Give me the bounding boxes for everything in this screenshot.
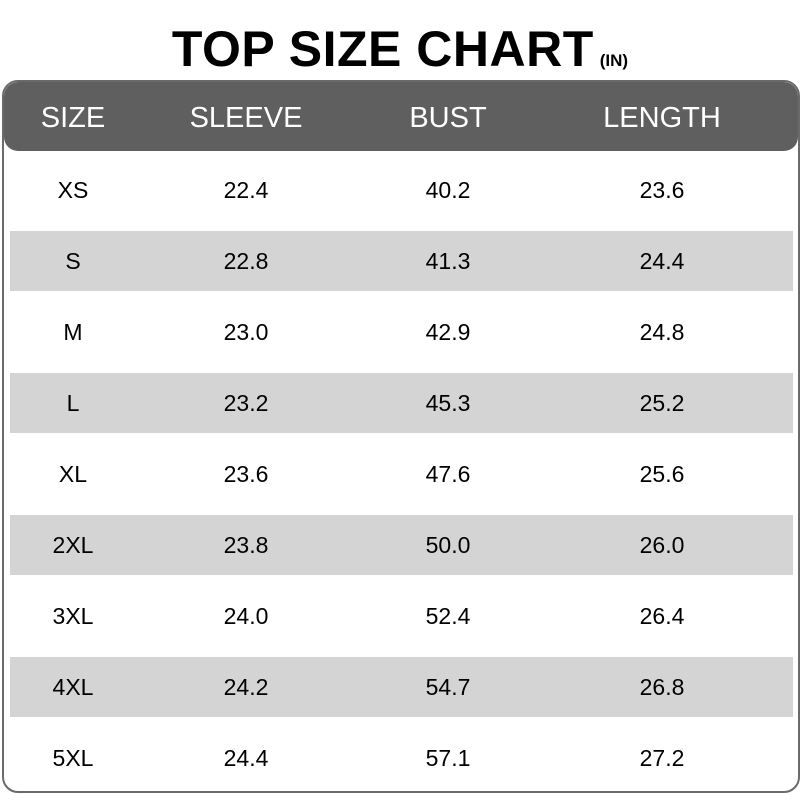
unit-label: (IN) xyxy=(599,51,629,70)
cell-size: 5XL xyxy=(52,745,94,771)
size-table: SIZE SLEEVE BUST LENGTH XS 22.4 40.2 23.6 S 22.8… xyxy=(2,80,800,793)
cell-size: 2XL xyxy=(52,532,94,558)
cell-bust: 42.9 xyxy=(425,319,471,345)
cell-length: 26.8 xyxy=(639,674,685,700)
cell-bust: 40.2 xyxy=(425,177,471,203)
cell-bust: 57.1 xyxy=(425,745,471,771)
cell-bust: 41.3 xyxy=(425,248,471,274)
column-header-bust: BUST xyxy=(409,102,487,134)
table-header: SIZE SLEEVE BUST LENGTH xyxy=(4,82,798,151)
cell-sleeve: 23.8 xyxy=(223,532,269,558)
cell-length: 24.8 xyxy=(639,319,685,345)
table-row: XL 23.6 47.6 25.6 xyxy=(10,444,793,504)
table-row: XS 22.4 40.2 23.6 xyxy=(10,160,793,220)
cell-bust: 47.6 xyxy=(425,461,471,487)
cell-sleeve: 23.6 xyxy=(223,461,269,487)
cell-length: 25.6 xyxy=(639,461,685,487)
column-header-size: SIZE xyxy=(40,102,106,134)
table-row: 3XL 24.0 52.4 26.4 xyxy=(10,586,793,646)
cell-length: 24.4 xyxy=(639,248,685,274)
cell-size: 4XL xyxy=(52,674,94,700)
cell-sleeve: 22.8 xyxy=(223,248,269,274)
cell-size: S xyxy=(65,248,81,274)
table-row: 2XL 23.8 50.0 26.0 xyxy=(10,515,793,575)
cell-bust: 54.7 xyxy=(425,674,471,700)
cell-length: 25.2 xyxy=(639,390,685,416)
cell-sleeve: 23.2 xyxy=(223,390,269,416)
cell-sleeve: 24.4 xyxy=(223,745,269,771)
table-row: 5XL 24.4 57.1 27.2 xyxy=(10,728,793,788)
cell-size: XS xyxy=(57,177,89,203)
cell-bust: 50.0 xyxy=(425,532,471,558)
cell-bust: 45.3 xyxy=(425,390,471,416)
cell-size: 3XL xyxy=(52,603,94,629)
cell-bust: 52.4 xyxy=(425,603,471,629)
cell-length: 26.4 xyxy=(639,603,685,629)
column-header-length: LENGTH xyxy=(603,102,721,134)
cell-sleeve: 24.2 xyxy=(223,674,269,700)
table-row: S 22.8 41.3 24.4 xyxy=(10,231,793,291)
table-row: 4XL 24.2 54.7 26.8 xyxy=(10,657,793,717)
table-row: L 23.2 45.3 25.2 xyxy=(10,373,793,433)
cell-length: 27.2 xyxy=(639,745,685,771)
title-text: TOP SIZE CHART xyxy=(171,21,594,77)
cell-length: 23.6 xyxy=(639,177,685,203)
cell-sleeve: 23.0 xyxy=(223,319,269,345)
cell-length: 26.0 xyxy=(639,532,685,558)
chart-title: TOP SIZE CHART (IN) xyxy=(0,20,800,78)
column-header-sleeve: SLEEVE xyxy=(189,102,303,134)
cell-size: XL xyxy=(58,461,88,487)
cell-size: M xyxy=(63,319,83,345)
cell-size: L xyxy=(66,390,80,416)
cell-sleeve: 22.4 xyxy=(223,177,269,203)
cell-sleeve: 24.0 xyxy=(223,603,269,629)
table-row: M 23.0 42.9 24.8 xyxy=(10,302,793,362)
